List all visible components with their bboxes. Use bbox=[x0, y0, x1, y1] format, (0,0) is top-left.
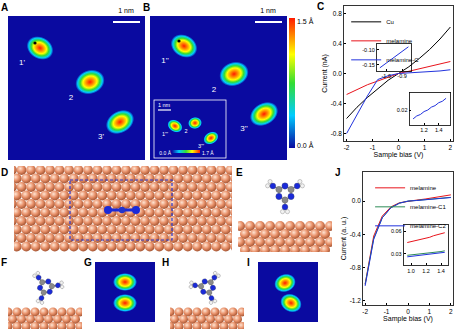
svg-text:1.2: 1.2 bbox=[420, 127, 428, 133]
svg-text:2: 2 bbox=[69, 93, 74, 102]
svg-text:1.5 Å: 1.5 Å bbox=[297, 17, 314, 25]
svg-text:1'': 1'' bbox=[161, 56, 169, 65]
svg-text:1: 1 bbox=[423, 144, 427, 151]
svg-text:melamine: melamine bbox=[410, 185, 437, 191]
svg-text:-0.4: -0.4 bbox=[350, 231, 362, 238]
svg-text:Current (nA): Current (nA) bbox=[321, 54, 329, 93]
svg-text:1.4: 1.4 bbox=[435, 127, 443, 133]
svg-text:1: 1 bbox=[428, 308, 432, 315]
svg-text:0.0: 0.0 bbox=[333, 70, 342, 77]
svg-text:-2: -2 bbox=[344, 144, 350, 151]
svg-text:H: H bbox=[162, 257, 169, 268]
svg-text:0.8: 0.8 bbox=[333, 10, 342, 17]
svg-text:1 nm: 1 nm bbox=[260, 7, 276, 14]
svg-text:melamine-C: melamine-C bbox=[386, 57, 419, 63]
svg-text:-0.9: -0.9 bbox=[397, 73, 406, 79]
svg-text:1': 1' bbox=[19, 58, 25, 67]
svg-text:2: 2 bbox=[184, 128, 187, 134]
svg-text:melamine: melamine bbox=[386, 38, 413, 44]
svg-text:0.06: 0.06 bbox=[391, 228, 402, 234]
svg-text:-0.10: -0.10 bbox=[362, 47, 375, 53]
svg-text:2: 2 bbox=[212, 85, 217, 94]
svg-text:3': 3' bbox=[98, 132, 104, 141]
svg-text:-1.2: -1.2 bbox=[350, 297, 362, 304]
svg-text:-1: -1 bbox=[384, 308, 390, 315]
svg-text:1.4: 1.4 bbox=[437, 268, 445, 274]
svg-text:0: 0 bbox=[406, 308, 410, 315]
svg-text:-1: -1 bbox=[370, 144, 376, 151]
svg-text:-0.4: -0.4 bbox=[331, 100, 343, 107]
svg-text:B: B bbox=[143, 2, 150, 13]
svg-text:0.0: 0.0 bbox=[352, 197, 361, 204]
svg-text:F: F bbox=[1, 257, 7, 268]
svg-text:I: I bbox=[247, 257, 250, 268]
svg-text:-0.8: -0.8 bbox=[350, 264, 362, 271]
svg-text:A: A bbox=[1, 2, 8, 13]
svg-text:1 nm: 1 nm bbox=[158, 102, 171, 108]
svg-text:0.0 Å: 0.0 Å bbox=[297, 141, 314, 149]
svg-text:J: J bbox=[335, 167, 341, 178]
svg-text:C: C bbox=[317, 1, 324, 12]
svg-text:Sample bias (V): Sample bias (V) bbox=[383, 315, 433, 323]
svg-text:-2: -2 bbox=[362, 308, 368, 315]
svg-text:D: D bbox=[1, 167, 8, 178]
svg-text:1''': 1''' bbox=[162, 131, 168, 137]
svg-text:3''': 3''' bbox=[198, 143, 204, 149]
svg-text:melamine-C2: melamine-C2 bbox=[410, 223, 446, 229]
svg-text:1.2: 1.2 bbox=[422, 268, 430, 274]
svg-text:Cu: Cu bbox=[386, 19, 394, 25]
svg-text:E: E bbox=[236, 167, 243, 178]
svg-text:0: 0 bbox=[397, 144, 401, 151]
svg-text:-0.8: -0.8 bbox=[331, 130, 343, 137]
svg-text:1.0: 1.0 bbox=[407, 268, 415, 274]
svg-text:melamine-C1: melamine-C1 bbox=[410, 204, 446, 210]
svg-text:3'': 3'' bbox=[240, 124, 248, 133]
svg-text:1 nm: 1 nm bbox=[118, 7, 134, 14]
svg-text:-0.15: -0.15 bbox=[362, 62, 375, 68]
svg-text:-1.0: -1.0 bbox=[381, 73, 390, 79]
svg-text:Sample bias (V): Sample bias (V) bbox=[374, 151, 424, 159]
svg-text:G: G bbox=[84, 257, 92, 268]
svg-text:0.4: 0.4 bbox=[333, 40, 342, 47]
svg-text:Current (a. u.): Current (a. u.) bbox=[340, 217, 348, 261]
svg-text:0.03: 0.03 bbox=[391, 251, 402, 257]
svg-text:0.02: 0.02 bbox=[397, 107, 408, 113]
svg-text:2: 2 bbox=[449, 308, 453, 315]
svg-text:2: 2 bbox=[449, 144, 453, 151]
svg-text:1.7 Å: 1.7 Å bbox=[202, 150, 214, 156]
svg-text:0.0 Å: 0.0 Å bbox=[159, 150, 171, 156]
